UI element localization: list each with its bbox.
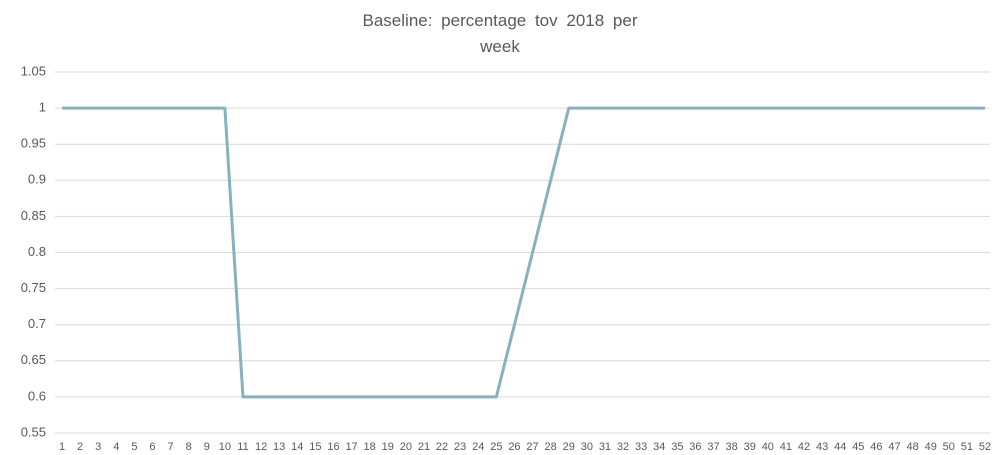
x-tick-label: 43 (816, 441, 828, 453)
y-tick-label: 0.75 (21, 280, 46, 295)
x-tick-label: 33 (635, 441, 647, 453)
x-tick-label: 28 (545, 441, 557, 453)
x-tick-label: 25 (490, 441, 502, 453)
x-tick-label: 44 (834, 441, 846, 453)
x-tick-label: 9 (204, 441, 210, 453)
y-tick-label: 0.65 (21, 352, 46, 367)
y-tick-label: 0.95 (21, 136, 46, 151)
x-tick-label: 19 (382, 441, 394, 453)
x-tick-label: 51 (961, 441, 973, 453)
x-tick-label: 12 (255, 441, 267, 453)
x-tick-label: 1 (59, 441, 65, 453)
x-tick-label: 26 (508, 441, 520, 453)
x-tick-label: 29 (563, 441, 575, 453)
x-tick-label: 45 (852, 441, 864, 453)
x-tick-label: 15 (309, 441, 321, 453)
x-tick-label: 39 (744, 441, 756, 453)
x-tick-label: 11 (237, 441, 248, 453)
x-tick-label: 16 (327, 441, 339, 453)
x-tick-label: 52 (979, 441, 991, 453)
chart-title: Baseline: percentage tov 2018 per week (362, 11, 638, 56)
x-tick-label: 35 (671, 441, 683, 453)
x-tick-label: 30 (581, 441, 593, 453)
x-tick-label: 46 (870, 441, 882, 453)
x-tick-label: 37 (707, 441, 719, 453)
x-tick-label: 7 (168, 441, 174, 453)
x-tick-label: 4 (113, 441, 119, 453)
x-tick-label: 38 (726, 441, 738, 453)
x-tick-label: 14 (291, 441, 303, 453)
x-tick-label: 40 (762, 441, 774, 453)
x-tick-label: 5 (131, 441, 137, 453)
x-tick-label: 50 (943, 441, 955, 453)
y-tick-label: 0.9 (28, 172, 46, 187)
x-tick-label: 41 (780, 441, 792, 453)
x-tick-label: 47 (888, 441, 900, 453)
x-tick-label: 49 (925, 441, 937, 453)
x-tick-label: 42 (798, 441, 810, 453)
y-tick-label: 0.6 (28, 388, 46, 403)
x-tick-label: 13 (273, 441, 285, 453)
x-tick-label: 34 (653, 441, 665, 453)
x-tick-label: 23 (454, 441, 466, 453)
y-tick-label: 1 (39, 100, 46, 115)
x-tick-label: 27 (526, 441, 538, 453)
x-tick-label: 6 (149, 441, 155, 453)
x-tick-label: 3 (95, 441, 101, 453)
x-tick-label: 36 (689, 441, 701, 453)
x-tick-label: 18 (364, 441, 376, 453)
x-tick-label: 24 (472, 441, 484, 453)
y-tick-label: 0.85 (21, 208, 46, 223)
y-tick-label: 0.55 (21, 424, 46, 439)
y-tick-label: 0.8 (28, 244, 46, 259)
y-tick-label: 0.7 (28, 316, 46, 331)
data-line (62, 106, 985, 399)
x-tick-label: 48 (906, 441, 918, 453)
x-tick-label: 31 (599, 441, 611, 453)
x-tick-label: 17 (345, 441, 357, 453)
x-tick-label: 32 (617, 441, 629, 453)
x-tick-label: 21 (418, 441, 430, 453)
x-tick-label: 10 (219, 441, 231, 453)
x-tick-label: 2 (77, 441, 83, 453)
x-tick-label: 22 (436, 441, 448, 453)
x-tick-label: 20 (400, 441, 412, 453)
x-tick-label: 8 (186, 441, 192, 453)
y-tick-label: 1.05 (21, 63, 46, 78)
